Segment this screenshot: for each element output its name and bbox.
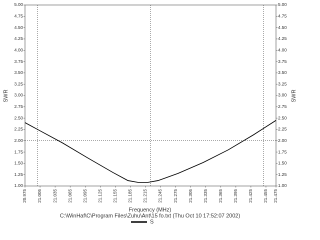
y2-axis-label: SWR [291, 90, 297, 103]
y-tick-label: 3.00 [14, 93, 23, 98]
x-tick-label: 21.095 [82, 189, 87, 203]
y2-tick-label: 2.00 [278, 138, 287, 143]
y-tick-label: 3.50 [14, 70, 23, 75]
series-line [24, 120, 277, 183]
y-tick-label: 3.25 [14, 81, 23, 86]
y2-tick-label: 1.00 [278, 183, 287, 188]
y-tick-label: 4.50 [14, 25, 23, 30]
x-tick-label: 21.455 [263, 189, 268, 203]
x-tick-label: 21.475 [273, 189, 278, 203]
x-tick-label: 21.245 [158, 189, 163, 203]
y-tick-label: 1.25 [14, 172, 23, 177]
y-tick-label: 5.00 [14, 2, 23, 7]
y2-tick-label: 5.00 [278, 2, 287, 7]
y-tick-label: 4.00 [14, 47, 23, 52]
y2-tick-label: 4.50 [278, 25, 287, 30]
legend-label: S [150, 219, 154, 225]
x-tick-label: 21.125 [97, 189, 102, 203]
y2-tick-label: 3.50 [278, 70, 287, 75]
y-tick-label: 1.00 [14, 183, 23, 188]
x-tick-label: 21.215 [143, 189, 148, 203]
y-tick-label: 2.75 [14, 104, 23, 109]
x-tick-label: 21.425 [248, 189, 253, 203]
y2-tick-label: 3.00 [278, 93, 287, 98]
y2-tick-label: 2.75 [278, 104, 287, 109]
y2-tick-label: 3.25 [278, 81, 287, 86]
x-axis-label: Frequency (MHz) [129, 207, 172, 213]
x-tick-label: 21.305 [188, 189, 193, 203]
x-tick-label: 21.365 [218, 189, 223, 203]
x-tick-label: 21.005 [37, 189, 42, 203]
y-tick-label: 4.25 [14, 36, 23, 41]
x-tick-label: 21.035 [52, 189, 57, 203]
x-tick-label: 21.335 [203, 189, 208, 203]
y2-tick-label: 4.75 [278, 14, 287, 19]
y-tick-label: 2.50 [14, 115, 23, 120]
y2-tick-label: 4.25 [278, 36, 287, 41]
y2-tick-label: 2.25 [278, 127, 287, 132]
subtitle: C:\WinHaf\C\Program Files\Zuhu\Ant\15 fo… [60, 213, 241, 219]
y-tick-label: 3.75 [14, 59, 23, 64]
x-tick-label: 21.065 [67, 189, 72, 203]
x-tick-label: 21.275 [173, 189, 178, 203]
x-tick-label: 21.185 [128, 189, 133, 203]
y2-tick-label: 4.00 [278, 47, 287, 52]
y-tick-label: 1.50 [14, 161, 23, 166]
y2-tick-label: 3.75 [278, 59, 287, 64]
y-tick-label: 4.75 [14, 14, 23, 19]
y-tick-label: 2.00 [14, 138, 23, 143]
y-tick-label: 1.75 [14, 149, 23, 154]
x-tick-label: 20.975 [22, 189, 27, 203]
y2-tick-label: 2.50 [278, 115, 287, 120]
y-axis-label: SWR [3, 90, 9, 103]
y-tick-label: 2.25 [14, 127, 23, 132]
y2-tick-label: 1.50 [278, 161, 287, 166]
x-tick-label: 21.155 [113, 189, 118, 203]
y2-tick-label: 1.75 [278, 149, 287, 154]
x-tick-label: 21.395 [233, 189, 238, 203]
y2-tick-label: 1.25 [278, 172, 287, 177]
chart: SWR SWR Frequency (MHz) C:\WinHaf\C\Prog… [3, 2, 297, 225]
